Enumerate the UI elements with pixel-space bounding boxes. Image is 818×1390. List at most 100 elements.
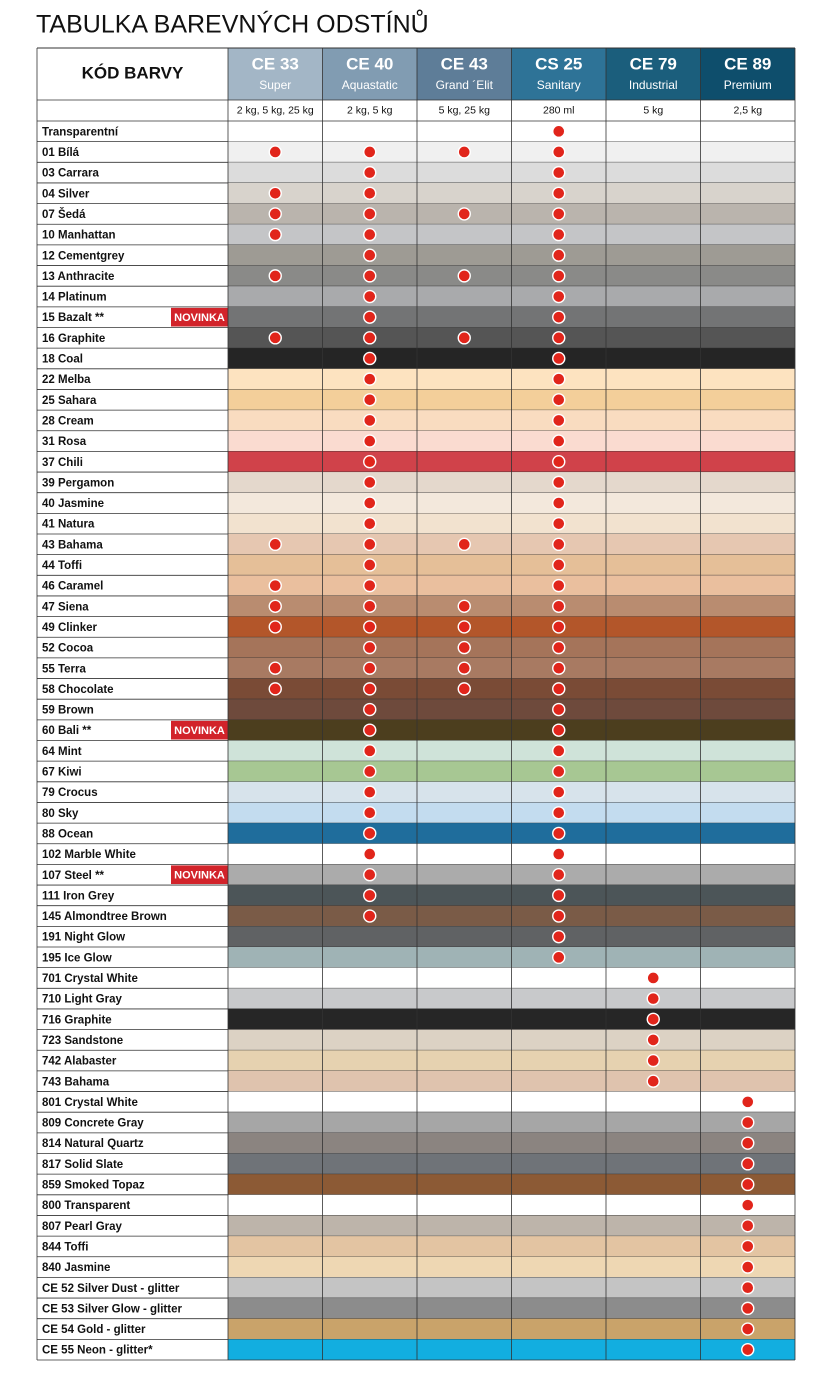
- color-name: 80 Sky: [42, 808, 79, 820]
- color-name: 14 Platinum: [42, 292, 107, 304]
- color-name: Transparentní: [42, 126, 119, 138]
- availability-dot: [363, 537, 377, 552]
- color-name: 800 Transparent: [42, 1200, 130, 1212]
- color-name: 16 Graphite: [42, 333, 105, 345]
- availability-dot: [268, 227, 282, 242]
- availability-dot: [363, 145, 377, 159]
- color-name: 39 Pergamon: [42, 477, 114, 489]
- availability-dot: [363, 207, 377, 221]
- badge-bg: [171, 720, 228, 740]
- availability-dot: [457, 537, 471, 552]
- availability-dot: [741, 1301, 755, 1316]
- availability-dot: [552, 186, 566, 200]
- availability-dot: [741, 1095, 755, 1109]
- header-cell: [37, 48, 228, 100]
- color-name: 13 Anthracite: [42, 271, 114, 283]
- availability-dot: [741, 1198, 755, 1212]
- badge: NOVINKA: [174, 725, 225, 737]
- availability-dot: [646, 1053, 660, 1068]
- availability-dot: [457, 599, 471, 613]
- color-name: 58 Chocolate: [42, 684, 114, 696]
- availability-dot: [552, 269, 566, 283]
- availability-dot: [363, 496, 377, 510]
- availability-dot: [552, 578, 566, 593]
- availability-dot: [646, 1012, 660, 1026]
- color-name: 07 Šedá: [42, 208, 86, 221]
- availability-dot: [457, 661, 471, 675]
- availability-dot: [646, 1033, 660, 1047]
- availability-dot: [268, 186, 282, 200]
- color-name: 60 Bali **: [42, 725, 92, 737]
- color-name: 22 Melba: [42, 374, 91, 386]
- color-name: CE 53 Silver Glow - glitter: [42, 1303, 182, 1315]
- product-name: Sanitary: [537, 78, 581, 92]
- color-name: 67 Kiwi: [42, 767, 82, 779]
- color-name: CE 52 Silver Dust - glitter: [42, 1283, 180, 1295]
- badge-bg: [171, 307, 228, 327]
- color-name: 28 Cream: [42, 415, 94, 427]
- availability-dot: [552, 806, 566, 820]
- color-name: 46 Caramel: [42, 581, 103, 593]
- availability-dot: [552, 723, 566, 737]
- availability-dot: [741, 1157, 755, 1171]
- availability-dot: [552, 599, 566, 613]
- availability-dot: [552, 207, 566, 221]
- availability-dot: [363, 455, 377, 469]
- color-name: 701 Crystal White: [42, 973, 138, 985]
- availability-dot: [552, 620, 566, 634]
- availability-dot: [363, 558, 377, 572]
- color-name: 801 Crystal White: [42, 1097, 138, 1109]
- availability-dot: [268, 599, 282, 613]
- color-name: 844 Toffi: [42, 1241, 88, 1253]
- color-name: 15 Bazalt **: [42, 312, 105, 324]
- color-name: 102 Marble White: [42, 849, 136, 861]
- product-name: Industrial: [629, 78, 678, 92]
- header-label: KÓD BARVY: [82, 63, 184, 82]
- color-name: 04 Silver: [42, 188, 90, 200]
- color-name: 195 Ice Glow: [42, 952, 112, 964]
- color-name: 43 Bahama: [42, 539, 103, 551]
- availability-dot: [363, 248, 377, 262]
- color-name: 710 Light Gray: [42, 994, 122, 1006]
- availability-dot: [363, 372, 377, 386]
- availability-dot: [363, 888, 377, 903]
- color-name: CE 55 Neon - glitter*: [42, 1345, 153, 1357]
- availability-dot: [552, 393, 566, 407]
- badge: NOVINKA: [174, 312, 225, 324]
- availability-dot: [552, 145, 566, 159]
- availability-dot: [363, 764, 377, 779]
- product-name: Grand ´Elit: [436, 78, 494, 92]
- availability-dot: [363, 826, 377, 841]
- product-header: [322, 48, 417, 100]
- availability-dot: [268, 537, 282, 552]
- availability-dot: [268, 269, 282, 283]
- availability-dot: [457, 331, 471, 345]
- availability-dot: [552, 682, 566, 696]
- availability-dot: [268, 682, 282, 696]
- availability-dot: [363, 599, 377, 613]
- availability-dot: [363, 310, 377, 324]
- availability-dot: [552, 702, 566, 717]
- availability-dot: [457, 682, 471, 696]
- availability-dot: [552, 310, 566, 324]
- availability-dot: [363, 434, 377, 448]
- product-name: Aquastatic: [342, 78, 398, 92]
- availability-dot: [268, 145, 282, 159]
- color-name: 64 Mint: [42, 746, 82, 758]
- product-pack: 5 kg, 25 kg: [439, 104, 491, 116]
- availability-dot: [268, 331, 282, 345]
- availability-dot: [363, 723, 377, 737]
- product-header: [228, 48, 323, 100]
- product-pack: 2,5 kg: [733, 104, 762, 116]
- color-name: 44 Toffi: [42, 560, 82, 572]
- product-pack: 2 kg, 5 kg: [347, 104, 393, 116]
- color-name: 111 Iron Grey: [42, 890, 115, 902]
- color-name: 01 Bílá: [42, 147, 80, 159]
- availability-dot: [552, 537, 566, 552]
- availability-dot: [552, 455, 566, 469]
- availability-dot: [552, 516, 566, 531]
- color-name: 716 Graphite: [42, 1014, 112, 1026]
- color-name: 88 Ocean: [42, 828, 93, 840]
- color-name: 59 Brown: [42, 705, 94, 717]
- availability-dot: [363, 578, 377, 593]
